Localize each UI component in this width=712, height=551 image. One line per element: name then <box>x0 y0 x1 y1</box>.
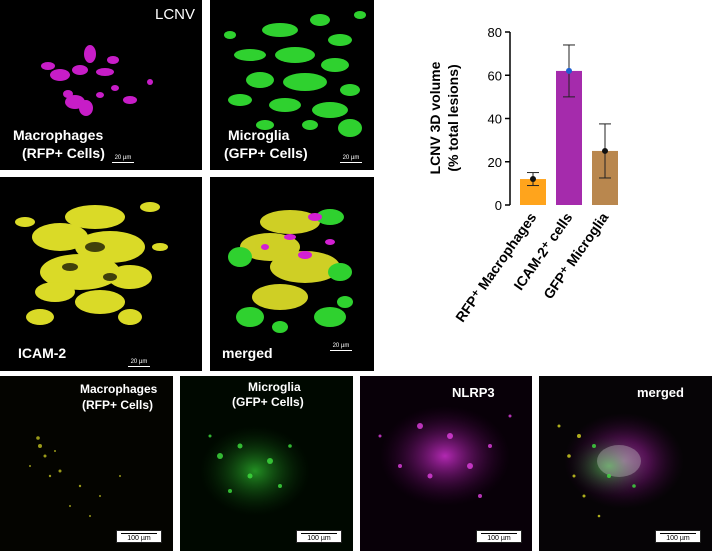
y-axis-label-line1: LCNV 3D volume <box>427 61 443 174</box>
mean-marker <box>530 176 536 183</box>
microglia-2d-label-line1: Microglia <box>248 380 301 394</box>
icam-label: ICAM-2 <box>18 345 67 361</box>
nlrp3-2d-image <box>378 406 512 506</box>
microglia-2d-image <box>200 426 310 516</box>
microglia-label-line1: Microglia <box>228 127 290 143</box>
panel-2d-macrophages: Macrophages (RFP+ Cells) 100 µm <box>0 376 173 551</box>
microglia-label-line2: (GFP+ Cells) <box>224 145 308 161</box>
panel-2d-nlrp3: NLRP3 100 µm <box>360 376 532 551</box>
merged-2d-label: merged <box>637 385 684 400</box>
scale-bar: 20 µm <box>340 155 362 163</box>
merged-2d-image <box>557 413 684 518</box>
y-tick-label: 80 <box>488 25 502 40</box>
icam-3d-render <box>15 202 168 325</box>
scale-bar: 20 µm <box>112 155 134 163</box>
y-tick-label: 0 <box>495 198 502 213</box>
macrophages-label-line1: Macrophages <box>13 127 104 143</box>
scale-bar: 20 µm <box>330 343 352 351</box>
y-tick-label: 60 <box>488 68 502 83</box>
scale-bar: 100 µm <box>655 530 701 543</box>
y-axis: 0 20 40 60 80 <box>488 25 511 213</box>
scale-bar: 100 µm <box>296 530 342 543</box>
panel-2d-merged: merged 100 µm <box>539 376 712 551</box>
macrophages-2d-image <box>29 436 121 517</box>
macrophages-3d-render <box>41 45 153 116</box>
macrophages-label-line2: (RFP+ Cells) <box>22 145 105 161</box>
panel-3d-icam: ICAM-2 20 µm <box>0 177 202 371</box>
mean-marker <box>602 147 608 154</box>
panel-3d-microglia: Microglia (GFP+ Cells) 20 µm <box>210 0 374 170</box>
panel-3d-merged: merged 20 µm <box>210 177 374 371</box>
panel-2d-microglia: Microglia (GFP+ Cells) 100 µm <box>180 376 353 551</box>
y-tick-label: 40 <box>488 112 502 127</box>
nlrp3-label: NLRP3 <box>452 385 495 400</box>
scale-bar: 100 µm <box>116 530 162 543</box>
scale-bar: 100 µm <box>476 530 522 543</box>
macrophages-2d-label-line1: Macrophages <box>80 382 158 396</box>
y-axis-label-line2: (% total lesions) <box>445 64 461 171</box>
x-label-3: GFP⁺ Microglia <box>540 209 611 302</box>
merged-label: merged <box>222 345 273 361</box>
merged-3d-render <box>228 209 353 333</box>
microglia-3d-render <box>224 11 366 137</box>
macrophages-2d-label-line2: (RFP+ Cells) <box>82 398 154 412</box>
bars <box>520 44 618 205</box>
mean-marker <box>566 67 572 74</box>
lcnv-tag: LCNV <box>155 6 196 23</box>
microglia-2d-label-line2: (GFP+ Cells) <box>232 395 304 409</box>
panel-3d-macrophages: LCNV Macrophages (RFP+ Cells) 20 µm <box>0 0 202 170</box>
scale-bar: 20 µm <box>128 359 150 367</box>
y-tick-label: 20 <box>488 155 502 170</box>
